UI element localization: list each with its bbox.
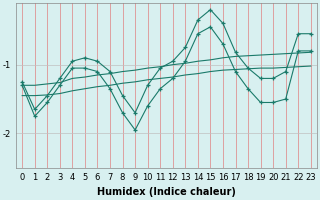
X-axis label: Humidex (Indice chaleur): Humidex (Indice chaleur) (97, 187, 236, 197)
